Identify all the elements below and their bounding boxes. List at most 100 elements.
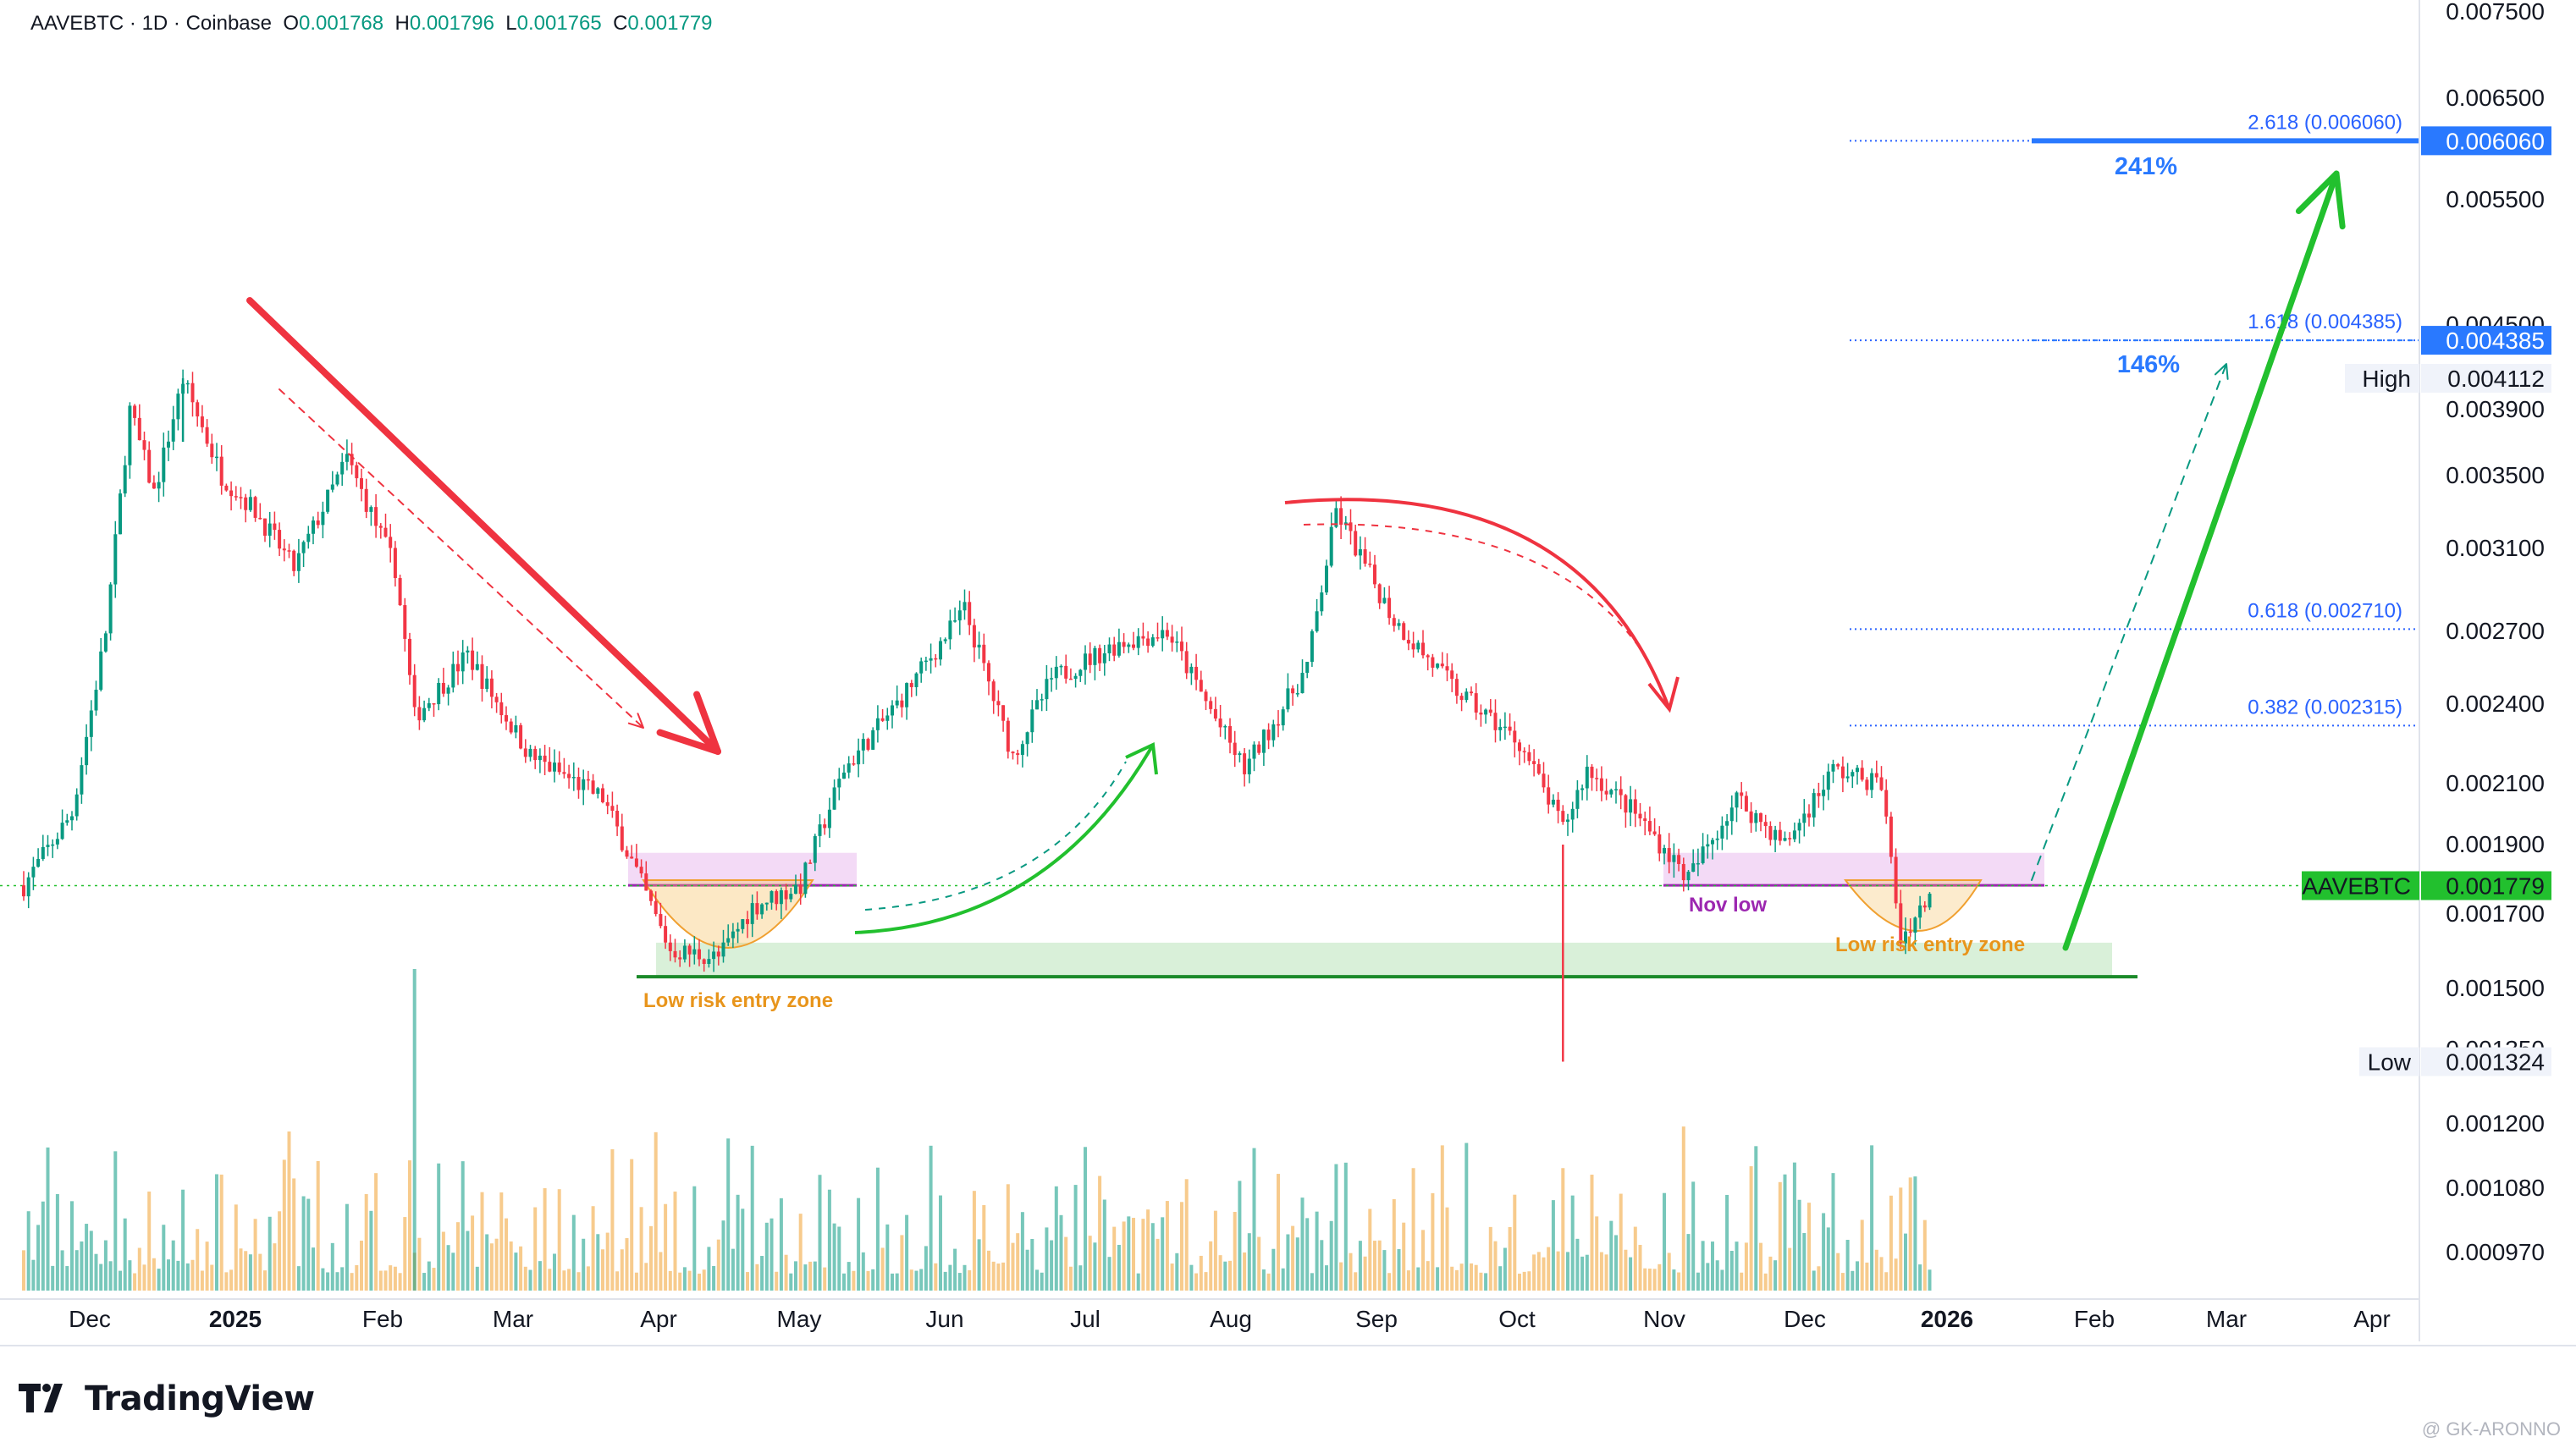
volume-bar — [1570, 1195, 1575, 1291]
candle-body — [142, 440, 146, 450]
volume-bar — [1619, 1193, 1623, 1291]
volume-bar — [866, 1270, 870, 1291]
candle-body — [1228, 726, 1232, 743]
volume-bar — [1624, 1249, 1628, 1291]
candle-body — [664, 926, 668, 943]
volume-bar — [919, 1269, 924, 1291]
candle-body — [1209, 701, 1213, 709]
candle-body — [760, 904, 764, 915]
volume-bar — [1778, 1181, 1782, 1291]
candle-body — [875, 718, 880, 730]
open-value: 0.001768 — [299, 12, 384, 35]
candle-body — [31, 867, 36, 878]
candle-body — [1281, 709, 1285, 726]
volume-bar — [1884, 1272, 1889, 1291]
candle-body — [1411, 643, 1415, 650]
candle-body — [85, 736, 89, 766]
price-tag-name: Low — [2368, 1049, 2412, 1076]
candle-body — [1899, 903, 1903, 944]
volume-bar — [557, 1189, 561, 1291]
volume-bar — [764, 1222, 769, 1291]
volume-bar — [408, 1160, 411, 1291]
candle-body — [634, 858, 638, 867]
candle-body — [963, 602, 967, 611]
price-tick-label: 0.006500 — [2446, 85, 2545, 111]
candle-body — [1068, 678, 1073, 680]
volume-bar — [287, 1131, 291, 1291]
candle-body — [895, 700, 899, 706]
volume-bar — [702, 1269, 706, 1291]
volume-bar — [1768, 1256, 1773, 1291]
candle-body — [794, 884, 797, 895]
candle-body — [1223, 726, 1227, 728]
candle-body — [1266, 730, 1271, 741]
volume-spike — [412, 969, 416, 1291]
volume-bar — [176, 1260, 180, 1291]
volume-bar — [1450, 1266, 1454, 1291]
candle-body — [466, 650, 470, 652]
volume-bar — [533, 1207, 538, 1291]
price-tag-box — [2421, 326, 2551, 355]
volume-bar — [712, 1265, 716, 1291]
candle-body — [803, 862, 808, 895]
volume-bar — [1547, 1247, 1551, 1291]
red-down-arrow — [246, 297, 721, 755]
candle-body — [1807, 813, 1811, 818]
volume-bar — [1812, 1270, 1816, 1291]
candle-body — [1922, 905, 1927, 908]
candle-body — [282, 548, 286, 551]
price-axis[interactable]: 0.0075000.0065000.0055000.0045000.003900… — [2302, 0, 2551, 1341]
green-target-arrow — [2062, 170, 2340, 951]
volume-bar — [654, 1131, 658, 1291]
candle-body — [789, 894, 793, 900]
candle-body — [1778, 829, 1782, 841]
time-tick-label: Oct — [1498, 1306, 1536, 1332]
volume-bar — [80, 1241, 84, 1291]
tradingview-logo[interactable]: TradingView — [19, 1379, 315, 1418]
red-down-arrow-head — [656, 691, 721, 755]
volume-bar — [1479, 1272, 1483, 1291]
close-label: C — [613, 12, 628, 35]
candle-body — [972, 625, 976, 648]
candle-body — [1329, 526, 1333, 566]
volume-bar — [789, 1273, 793, 1291]
candle-body — [46, 845, 50, 847]
candle-body — [731, 931, 735, 939]
volume-bar — [273, 1243, 277, 1291]
volume-bar — [746, 1272, 749, 1291]
candle-body — [553, 763, 556, 772]
volume-bar — [634, 1272, 638, 1291]
candle-body — [263, 518, 267, 536]
volume-bar — [22, 1250, 25, 1291]
candle-body — [475, 663, 479, 670]
time-axis[interactable]: Dec 2025 Feb Mar Apr May Jun Jul Aug Sep Oct Nov Dec… — [0, 1298, 2576, 1346]
candle-body — [1570, 808, 1575, 820]
volume-bar — [687, 1270, 692, 1291]
volume-bar — [731, 1248, 735, 1291]
volume-bar — [649, 1225, 653, 1291]
candle-body — [403, 605, 407, 639]
candle-body — [991, 681, 996, 702]
candle-body — [167, 441, 170, 448]
candle-body — [1194, 666, 1199, 680]
candle-body — [1358, 549, 1362, 556]
candle-body — [1566, 819, 1569, 823]
volume-bar — [808, 1261, 813, 1291]
price-tag-box — [2421, 364, 2551, 394]
candle-body — [1150, 637, 1155, 647]
candle-body — [1484, 709, 1488, 715]
volume-bar — [1836, 1253, 1840, 1291]
candle-body — [306, 533, 311, 542]
open-label: O — [283, 12, 300, 35]
time-tick-label: Feb — [2074, 1306, 2115, 1332]
price-tag-value: 0.006060 — [2446, 128, 2545, 154]
volume-bar — [137, 1247, 141, 1291]
volume-bar — [1720, 1269, 1724, 1291]
candle-body — [432, 702, 436, 705]
candle-body — [533, 748, 538, 761]
candle-body — [769, 891, 774, 903]
volume-bar — [171, 1240, 175, 1291]
candle-body — [1189, 666, 1194, 674]
candle-body — [1585, 766, 1589, 789]
